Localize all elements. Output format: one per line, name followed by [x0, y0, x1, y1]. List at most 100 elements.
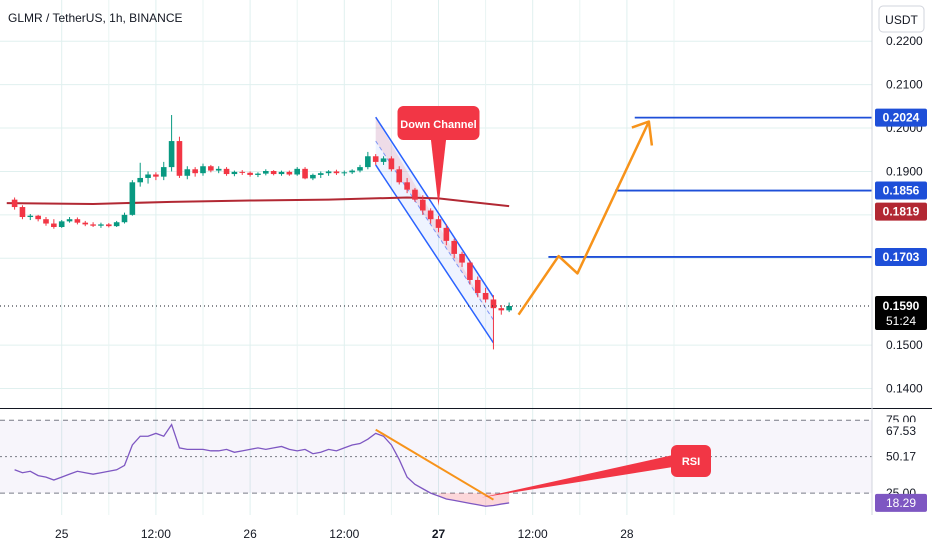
- candle-body: [396, 169, 403, 183]
- time-tick-label: 25: [55, 527, 69, 541]
- candle: [255, 172, 261, 178]
- badge-value: 0.1703: [883, 250, 920, 264]
- candle-body: [498, 308, 505, 311]
- candle-body: [98, 224, 104, 226]
- candle-body: [192, 169, 198, 174]
- candle-body: [90, 224, 96, 226]
- candle: [459, 251, 465, 267]
- badge-value: 0.1819: [883, 205, 920, 219]
- candle-body: [459, 253, 465, 263]
- candle: [145, 171, 151, 184]
- candle: [74, 217, 81, 225]
- candle: [294, 167, 300, 176]
- currency-label: USDT: [885, 13, 918, 27]
- candle-body: [506, 306, 512, 311]
- candle: [11, 197, 18, 210]
- candle: [333, 169, 340, 175]
- level-badge: 0.1856: [875, 181, 927, 200]
- candle: [98, 222, 104, 228]
- candle: [310, 173, 316, 181]
- badge-value: 0.2024: [883, 111, 920, 125]
- badge-bg: [875, 108, 927, 127]
- candle-body: [474, 279, 481, 293]
- candle: [51, 219, 57, 229]
- candle-body: [208, 166, 214, 171]
- candle-body: [349, 170, 355, 173]
- candle: [278, 170, 285, 176]
- projection-path: [517, 120, 651, 316]
- currency-button[interactable]: USDT: [878, 5, 925, 33]
- candle: [192, 167, 198, 177]
- candle-body: [482, 292, 489, 300]
- candle: [160, 161, 167, 181]
- badge-bg: [875, 447, 927, 466]
- level-badge: 0.1703: [875, 247, 927, 266]
- candle-body: [43, 219, 49, 224]
- price-tick-label: 0.1900: [886, 164, 923, 178]
- horizontal-levels: [0, 116, 872, 307]
- candle: [231, 170, 238, 177]
- candle-body: [404, 182, 410, 190]
- candle-body: [333, 171, 340, 174]
- candle: [451, 238, 457, 259]
- candle-body: [420, 199, 426, 211]
- candle-body: [74, 219, 81, 223]
- candle-body: [82, 222, 89, 225]
- candle: [263, 169, 269, 176]
- candle-body: [19, 207, 26, 218]
- candle-body: [341, 172, 348, 174]
- candle: [412, 187, 418, 202]
- candle-body: [427, 210, 434, 220]
- candle-body: [372, 156, 379, 162]
- candle-body: [11, 199, 18, 208]
- badge-value: 50.17: [886, 449, 916, 463]
- moving-average-line: [6, 196, 510, 208]
- candle-body: [435, 219, 442, 228]
- candle: [270, 170, 277, 176]
- candle: [137, 162, 143, 187]
- price-tick-label: 0.2100: [886, 78, 923, 92]
- candle-body: [66, 219, 73, 222]
- candle-body: [176, 141, 183, 176]
- candle: [43, 217, 49, 226]
- candle: [239, 170, 246, 175]
- candle-body: [145, 174, 151, 178]
- projection-arrowhead: [631, 120, 654, 146]
- badge-bg: [875, 181, 927, 200]
- candle-body: [113, 222, 120, 227]
- candle-body: [310, 174, 316, 179]
- candle: [121, 212, 128, 224]
- callout-box: [397, 106, 480, 140]
- time-tick-label: 27: [432, 527, 446, 541]
- candle: [357, 164, 363, 173]
- badge-value: 67.53: [886, 424, 916, 438]
- level-badge: 0.2024: [875, 108, 927, 127]
- badge-bg: [875, 493, 927, 512]
- time-tick-label: 12:00: [518, 527, 548, 541]
- candle: [420, 195, 426, 215]
- channel-shade: [375, 117, 494, 320]
- candle-body: [200, 166, 206, 174]
- candle: [153, 172, 159, 181]
- candle: [380, 156, 387, 165]
- candle-body: [388, 158, 395, 170]
- time-tick-label: 12:00: [329, 527, 359, 541]
- candle: [129, 180, 136, 216]
- candle-body: [129, 182, 136, 215]
- candle-body: [380, 158, 387, 162]
- candle-body: [51, 223, 57, 228]
- candle: [35, 214, 41, 222]
- callouts: Down Channel RSI: [397, 106, 711, 498]
- callout-label: Down Channel: [400, 119, 476, 131]
- rsi-level-badge: 67.53: [875, 422, 927, 441]
- candle-body: [286, 171, 293, 175]
- candle-body: [270, 171, 277, 175]
- candle-body: [137, 177, 143, 183]
- candles: [11, 115, 512, 350]
- candle: [427, 208, 434, 224]
- candle-body: [325, 171, 332, 174]
- candle: [317, 171, 324, 178]
- candle: [208, 164, 214, 173]
